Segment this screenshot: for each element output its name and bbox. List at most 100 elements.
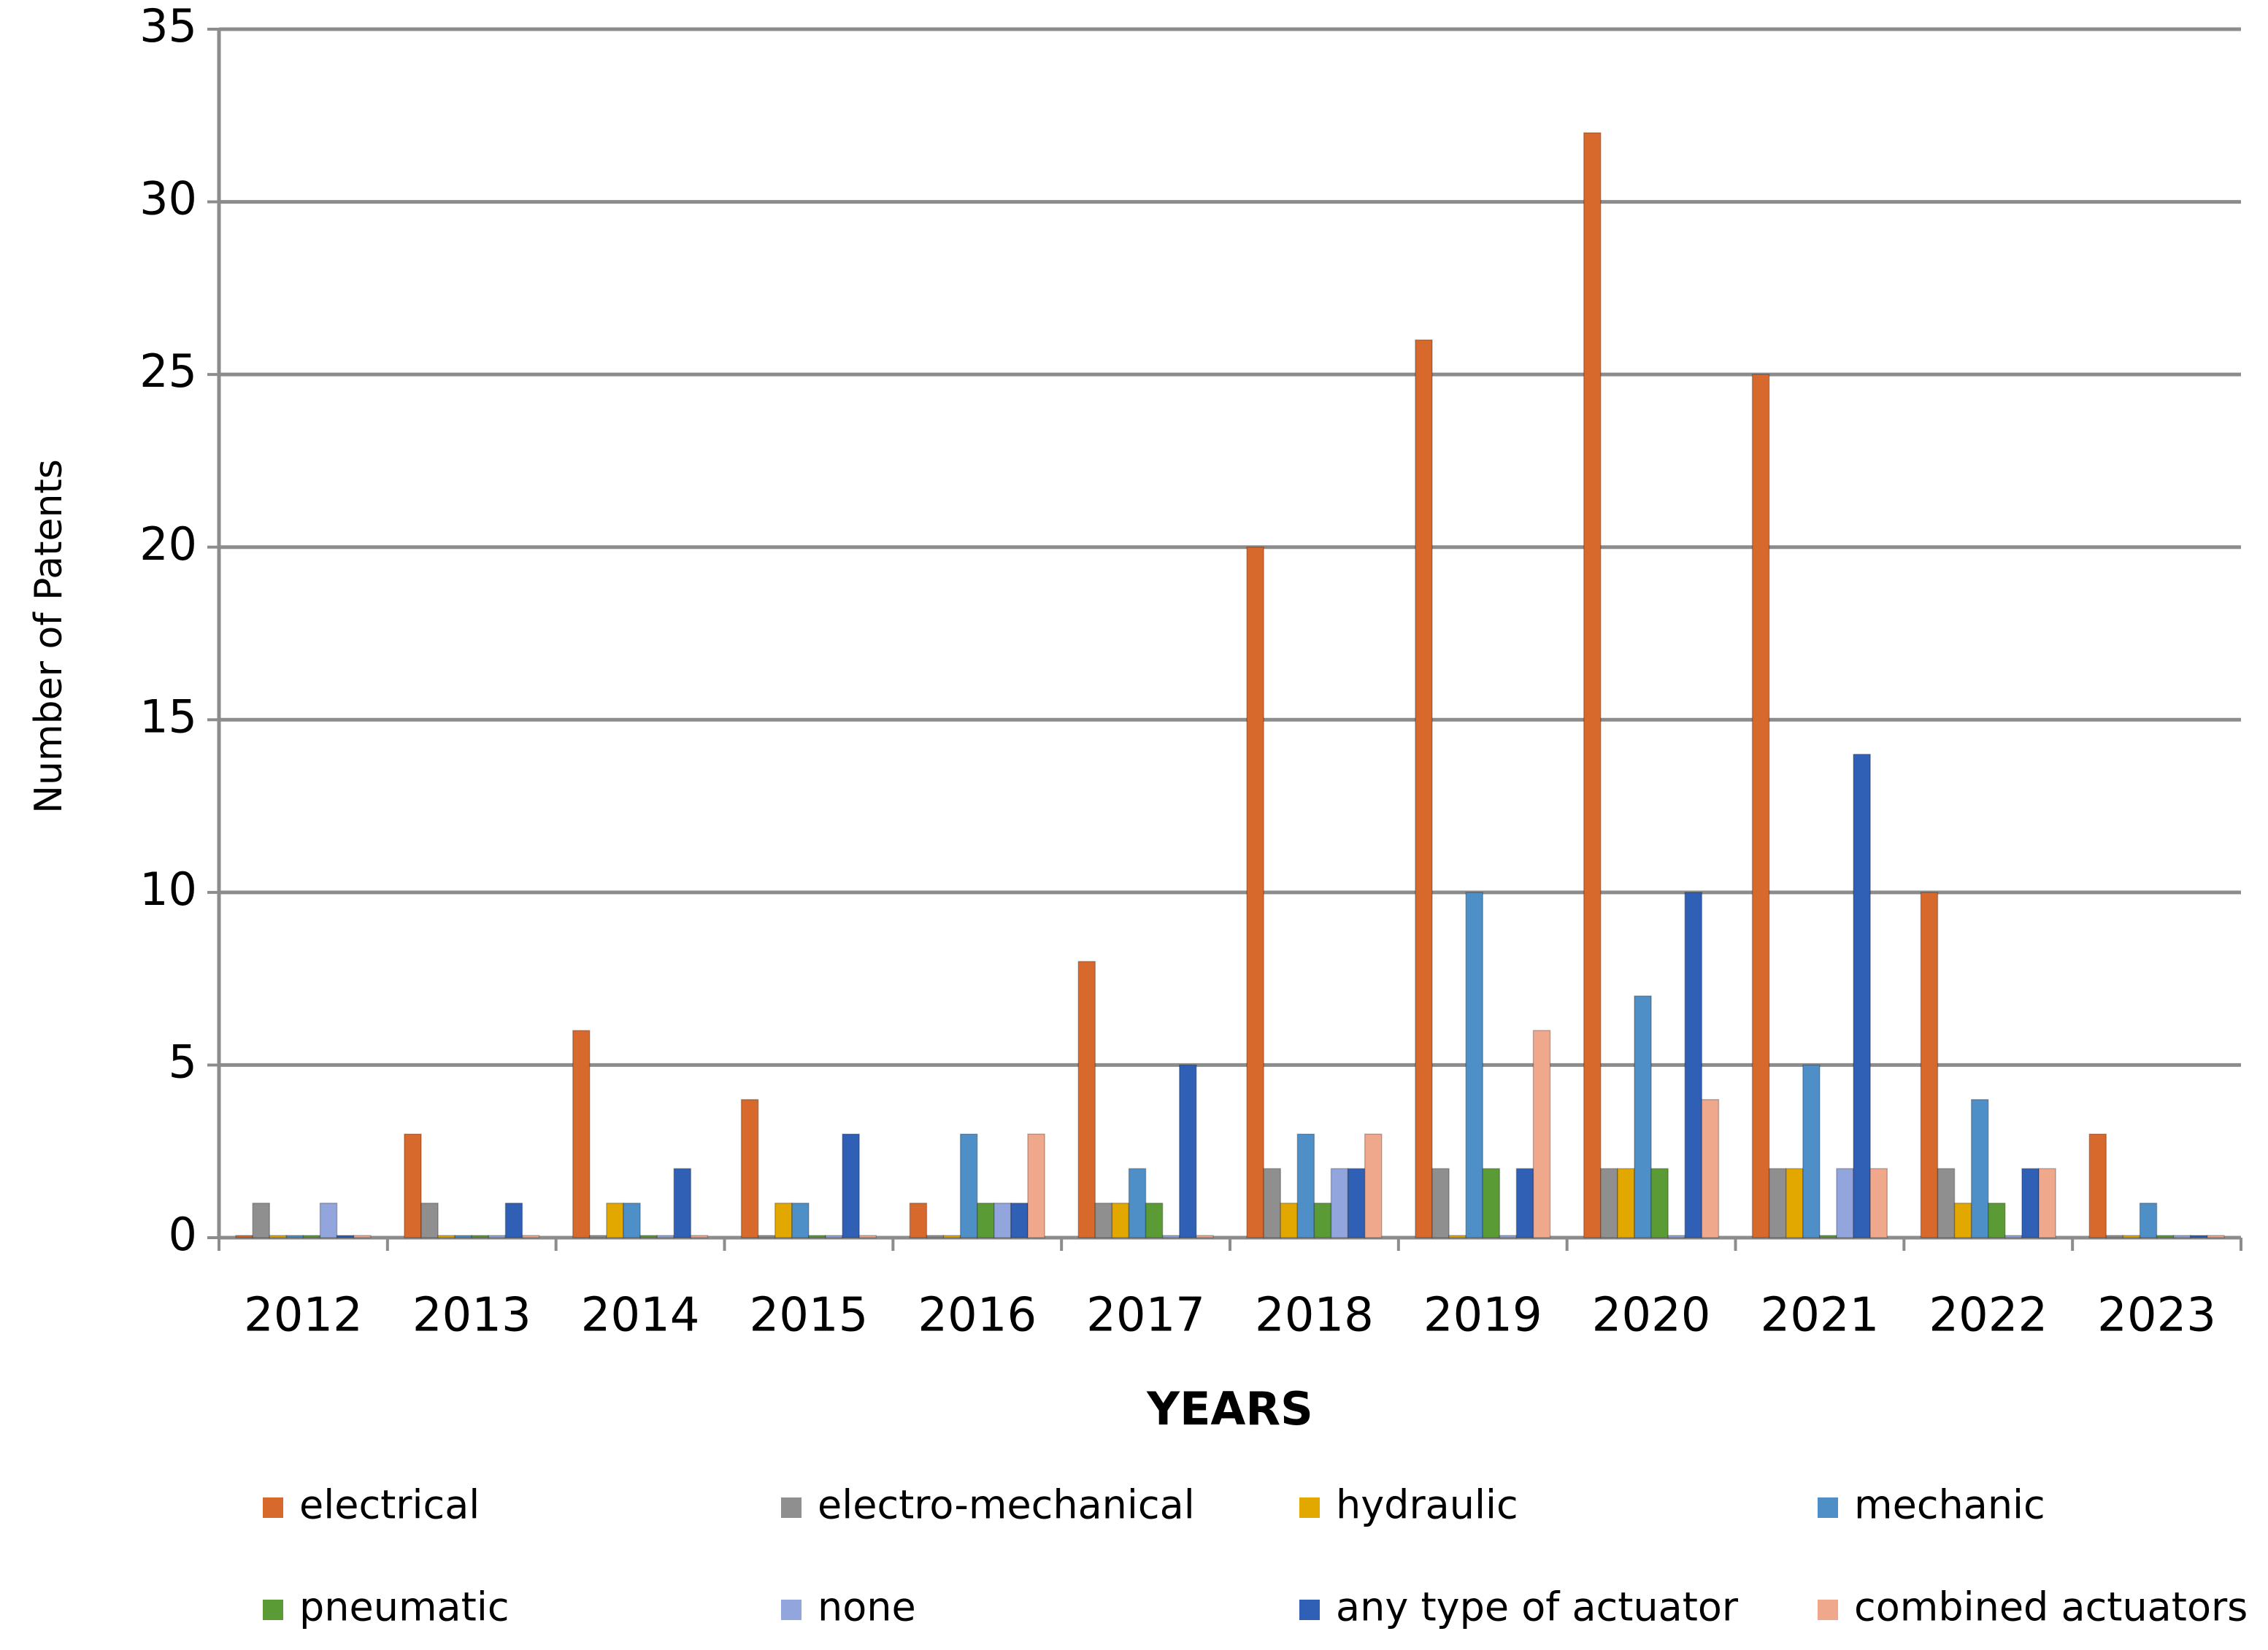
bar: [269, 1235, 288, 1238]
bar: [2122, 1235, 2141, 1238]
bar: [1819, 1235, 1837, 1238]
bar: [572, 1030, 591, 1238]
bar: [1296, 1133, 1315, 1238]
y-tick-label: 10: [139, 863, 197, 916]
bar: [488, 1235, 507, 1238]
bar: [673, 1168, 692, 1238]
bar: [1263, 1168, 1281, 1238]
y-tick-label: 20: [139, 517, 197, 571]
legend-swatch: [263, 1497, 283, 1518]
legend-label: none: [818, 1584, 916, 1630]
legend-swatch: [1818, 1497, 1838, 1518]
bar: [437, 1235, 455, 1238]
bar: [639, 1235, 658, 1238]
legend-swatch: [781, 1600, 802, 1620]
bar: [1988, 1202, 2006, 1238]
y-tick-label: 5: [169, 1036, 197, 1089]
bar: [1077, 960, 1096, 1238]
bar: [606, 1202, 624, 1238]
bar: [791, 1202, 810, 1238]
y-axis-label: Number of Patents: [27, 459, 71, 814]
legend-label: any type of actuator: [1336, 1584, 1739, 1630]
bar: [808, 1235, 826, 1238]
bar: [774, 1202, 793, 1238]
bar: [1853, 753, 1871, 1238]
bar: [1111, 1202, 1130, 1238]
x-tick-label: 2021: [1760, 1289, 1879, 1343]
bar: [825, 1235, 843, 1238]
bar: [1196, 1235, 1214, 1238]
bar: [1010, 1202, 1029, 1238]
x-tick-label: 2023: [2097, 1289, 2216, 1343]
bar: [1313, 1202, 1332, 1238]
bar: [2190, 1235, 2208, 1238]
bar: [1027, 1133, 1045, 1238]
bar: [1161, 1235, 1180, 1238]
bar: [589, 1235, 607, 1238]
bar: [656, 1235, 675, 1238]
bar: [858, 1235, 877, 1238]
bar: [1600, 1168, 1618, 1238]
bar: [993, 1202, 1012, 1238]
bar: [1785, 1168, 1804, 1238]
legend-swatch: [263, 1600, 283, 1620]
x-tick-label: 2022: [1929, 1289, 2048, 1343]
bar: [1617, 1168, 1635, 1238]
x-tick-label: 2012: [244, 1289, 363, 1343]
legend-swatch: [1818, 1600, 1838, 1620]
bar: [2156, 1235, 2175, 1238]
x-tick-label: 2015: [749, 1289, 868, 1343]
legend-label: electrical: [299, 1482, 480, 1528]
legend-label: combined actuators: [1854, 1584, 2248, 1630]
bar: [1701, 1098, 1720, 1238]
x-tick-label: 2020: [1592, 1289, 1711, 1343]
legend-swatch: [1299, 1600, 1320, 1620]
bar: [1802, 1064, 1821, 1238]
legend-label: pneumatic: [299, 1584, 510, 1630]
bar: [1650, 1168, 1669, 1238]
bar: [2105, 1235, 2124, 1238]
x-tick-label: 2019: [1423, 1289, 1542, 1343]
bar: [1347, 1168, 1366, 1238]
bar: [926, 1235, 945, 1238]
x-tick-label: 2014: [581, 1289, 700, 1343]
x-tick-label: 2017: [1086, 1289, 1205, 1343]
bar: [235, 1235, 253, 1238]
bar: [521, 1235, 540, 1238]
bar: [2139, 1202, 2158, 1238]
bar: [2172, 1235, 2191, 1238]
legend-swatch: [781, 1497, 802, 1518]
legend-label: hydraulic: [1336, 1482, 1518, 1528]
bar: [2207, 1235, 2225, 1238]
legend-label: electro-mechanical: [818, 1482, 1195, 1528]
bar: [1920, 892, 1939, 1238]
bar: [2038, 1168, 2056, 1238]
legend-swatch: [1299, 1497, 1320, 1518]
bar: [1836, 1168, 1854, 1238]
bar: [1684, 892, 1703, 1238]
bar: [1465, 892, 1483, 1238]
bar: [1532, 1030, 1551, 1238]
bar: [1246, 546, 1264, 1238]
bar: [1179, 1064, 1197, 1238]
bar: [420, 1202, 439, 1238]
bar: [1431, 1168, 1450, 1238]
bar: [959, 1133, 978, 1238]
bar: [1482, 1168, 1501, 1238]
bar: [942, 1235, 961, 1238]
bar: [1751, 374, 1770, 1238]
y-tick-label: 15: [139, 690, 197, 743]
bar: [1667, 1235, 1686, 1238]
bar: [1094, 1202, 1113, 1238]
bar: [1330, 1168, 1349, 1238]
bar: [1583, 132, 1602, 1238]
bar: [1448, 1235, 1466, 1238]
bar: [2021, 1168, 2040, 1238]
bar: [1970, 1098, 1989, 1238]
bar: [1634, 995, 1652, 1238]
bar: [690, 1235, 709, 1238]
legend-label: mechanic: [1854, 1482, 2045, 1528]
bar: [623, 1202, 641, 1238]
